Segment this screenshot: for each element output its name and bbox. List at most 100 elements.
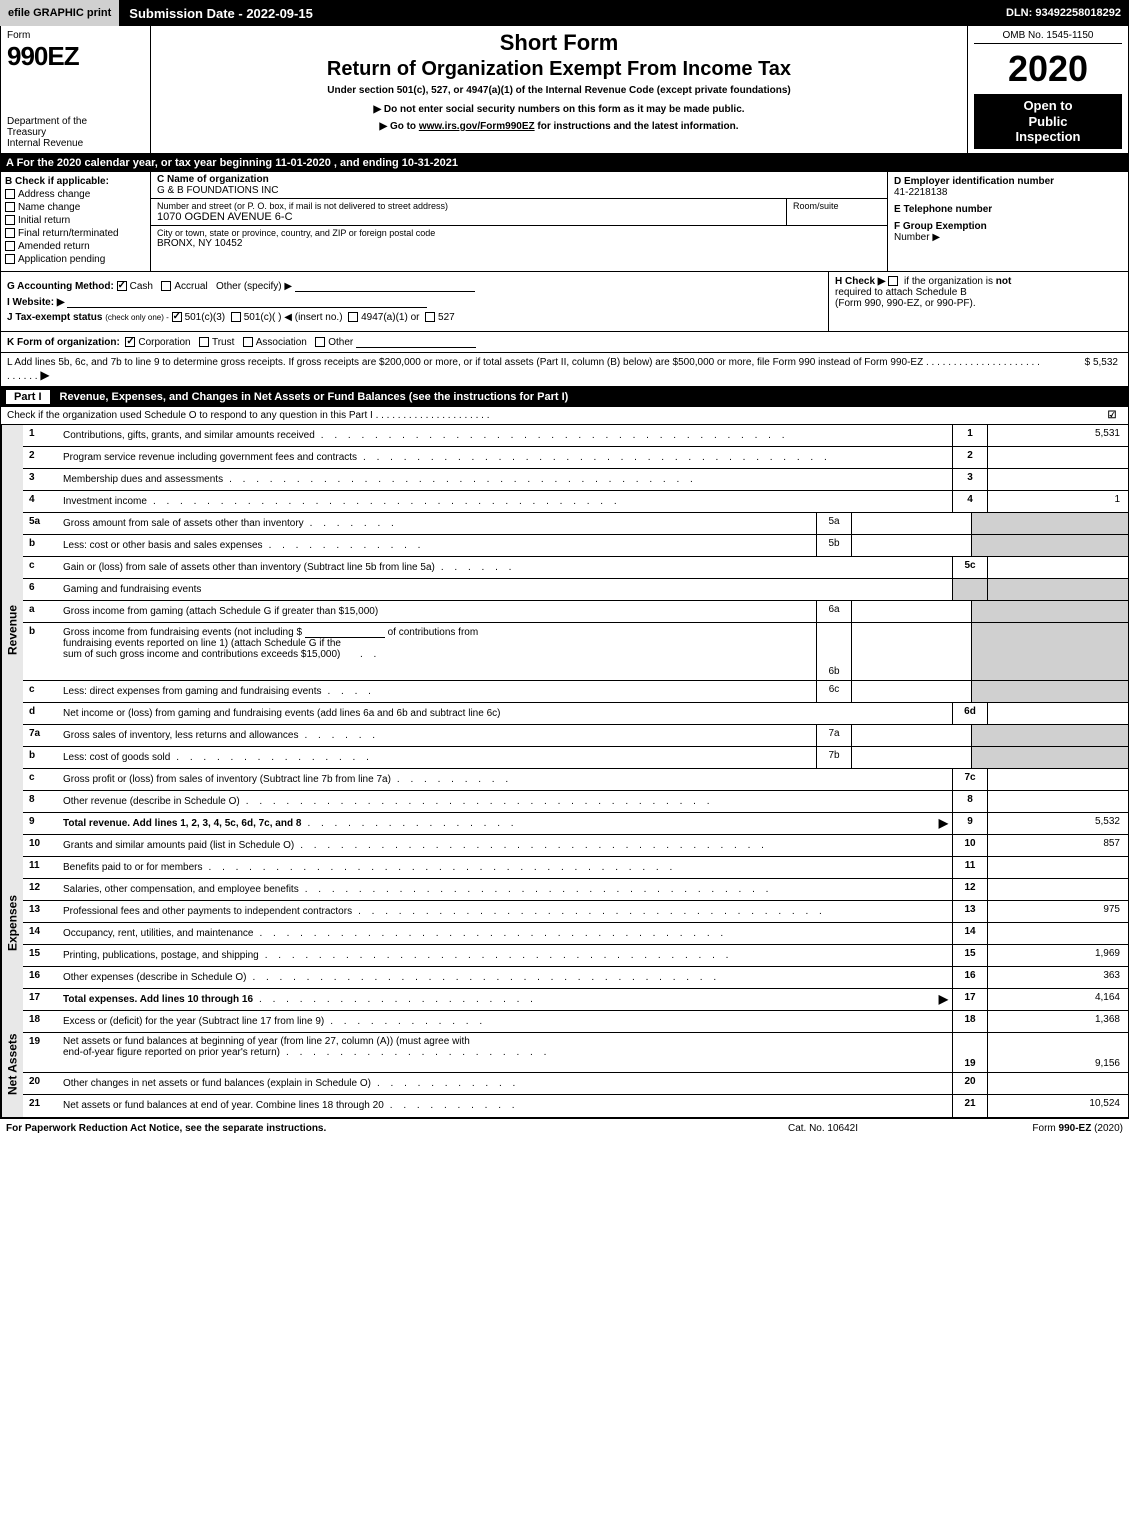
line-14: 14 Occupancy, rent, utilities, and maint… — [23, 923, 1128, 945]
form-label: Form — [7, 30, 144, 41]
return-title: Return of Organization Exempt From Incom… — [159, 58, 959, 81]
org-name-row: C Name of organization G & B FOUNDATIONS… — [151, 172, 887, 199]
l12-num: 12 — [23, 879, 59, 900]
f-label2: Number ▶ — [894, 232, 1122, 243]
l9-arrow: ▶ — [939, 816, 948, 830]
line-17: 17 Total expenses. Add lines 10 through … — [23, 989, 1128, 1011]
l5c-val — [988, 557, 1128, 578]
line-7a: 7a Gross sales of inventory, less return… — [23, 725, 1128, 747]
part1-title: Revenue, Expenses, and Changes in Net As… — [60, 391, 569, 403]
chk-501c3[interactable] — [172, 312, 182, 322]
l9-val: 5,532 — [988, 813, 1128, 834]
dept-treasury: Department of the Treasury Internal Reve… — [7, 116, 144, 149]
expenses-section: Expenses 10 Grants and similar amounts p… — [0, 835, 1129, 1011]
chk-501c[interactable] — [231, 312, 241, 322]
l3-val — [988, 469, 1128, 490]
line-3: 3 Membership dues and assessments. . . .… — [23, 469, 1128, 491]
chk-address-change[interactable]: Address change — [5, 189, 146, 200]
l21-desc: Net assets or fund balances at end of ye… — [63, 1100, 384, 1111]
g-other-blank[interactable] — [295, 280, 475, 292]
l6b-desc3: fundraising events reported on line 1) (… — [63, 638, 341, 649]
l4-num: 4 — [23, 491, 59, 512]
subtitle: Under section 501(c), 527, or 4947(a)(1)… — [159, 85, 959, 96]
l19-desc2: end-of-year figure reported on prior yea… — [63, 1047, 280, 1058]
chk-cash[interactable] — [117, 281, 127, 291]
l6b-desc2: of contributions from — [388, 627, 479, 638]
chk-527[interactable] — [425, 312, 435, 322]
entity-right: D Employer identification number 41-2218… — [888, 172, 1128, 271]
l5a-subval — [852, 513, 972, 534]
chk-h[interactable] — [888, 276, 898, 286]
city-value: BRONX, NY 10452 — [157, 238, 881, 249]
g-line: G Accounting Method: Cash Accrual Other … — [7, 280, 822, 292]
l5b-sub: 5b — [816, 535, 852, 556]
l4-val: 1 — [988, 491, 1128, 512]
l15-val: 1,969 — [988, 945, 1128, 966]
chk-trust[interactable] — [199, 337, 209, 347]
l5b-spacer — [972, 535, 1128, 556]
part1-check[interactable]: ☑ — [1102, 410, 1122, 421]
l10-dots: . . . . . . . . . . . . . . . . . . . . … — [294, 840, 948, 851]
chk-corp[interactable] — [125, 337, 135, 347]
l7c-rnum: 7c — [952, 769, 988, 790]
l5b-subval — [852, 535, 972, 556]
l4-rnum: 4 — [952, 491, 988, 512]
tax-year-bar: A For the 2020 calendar year, or tax yea… — [0, 154, 1129, 172]
l11-rnum: 11 — [952, 857, 988, 878]
chk-other[interactable] — [315, 337, 325, 347]
goto-link[interactable]: www.irs.gov/Form990EZ — [419, 121, 535, 132]
l16-rnum: 16 — [952, 967, 988, 988]
line-10: 10 Grants and similar amounts paid (list… — [23, 835, 1128, 857]
l6-num: 6 — [23, 579, 59, 600]
l6d-desc: Net income or (loss) from gaming and fun… — [63, 708, 500, 719]
l6b-blank[interactable] — [305, 626, 385, 638]
room-cell: Room/suite — [787, 199, 887, 225]
footer-right-suffix: (2020) — [1094, 1123, 1123, 1134]
d-label: D Employer identification number — [894, 176, 1122, 187]
l11-val — [988, 857, 1128, 878]
website-blank[interactable] — [67, 296, 427, 308]
chk-accrual[interactable] — [161, 281, 171, 291]
l14-rnum: 14 — [952, 923, 988, 944]
l6a-desc: Gross income from gaming (attach Schedul… — [63, 606, 378, 617]
short-form-title: Short Form — [159, 30, 959, 56]
l13-rnum: 13 — [952, 901, 988, 922]
k-corp: Corporation — [138, 337, 190, 348]
l19-num: 19 — [23, 1033, 59, 1072]
chk-amended-return[interactable]: Amended return — [5, 241, 146, 252]
entity-block: B Check if applicable: Address change Na… — [0, 172, 1129, 272]
l20-num: 20 — [23, 1073, 59, 1094]
chk-4947[interactable] — [348, 312, 358, 322]
chk-name-change[interactable]: Name change — [5, 202, 146, 213]
name-change-label: Name change — [18, 202, 80, 213]
j-527-label: 527 — [438, 312, 455, 323]
l6c-spacer — [972, 681, 1128, 702]
chk-app-pending[interactable]: Application pending — [5, 254, 146, 265]
l9-num: 9 — [23, 813, 59, 834]
l6c-sub: 6c — [816, 681, 852, 702]
street-label: Number and street (or P. O. box, if mail… — [157, 201, 780, 211]
street-value: 1070 OGDEN AVENUE 6-C — [157, 211, 780, 223]
l21-val: 10,524 — [988, 1095, 1128, 1117]
l3-desc: Membership dues and assessments — [63, 474, 223, 485]
k-assoc: Association — [256, 337, 307, 348]
chk-initial-return[interactable]: Initial return — [5, 215, 146, 226]
l7b-num: b — [23, 747, 59, 768]
l16-num: 16 — [23, 967, 59, 988]
dln: DLN: 93492258018292 — [998, 0, 1129, 26]
chk-final-return[interactable]: Final return/terminated — [5, 228, 146, 239]
line-5a: 5a Gross amount from sale of assets othe… — [23, 513, 1128, 535]
l6-desc: Gaming and fundraising events — [63, 584, 201, 595]
line-5c: c Gain or (loss) from sale of assets oth… — [23, 557, 1128, 579]
k-other-blank[interactable] — [356, 336, 476, 348]
l21-num: 21 — [23, 1095, 59, 1117]
revenue-sidelabel: Revenue — [1, 425, 23, 835]
chk-assoc[interactable] — [243, 337, 253, 347]
final-return-label: Final return/terminated — [18, 228, 119, 239]
page-footer: For Paperwork Reduction Act Notice, see … — [0, 1118, 1129, 1138]
netassets-sidelabel: Net Assets — [1, 1011, 23, 1117]
l6c-num: c — [23, 681, 59, 702]
l14-desc: Occupancy, rent, utilities, and maintena… — [63, 928, 253, 939]
line-20: 20 Other changes in net assets or fund b… — [23, 1073, 1128, 1095]
l6-rnum — [952, 579, 988, 600]
